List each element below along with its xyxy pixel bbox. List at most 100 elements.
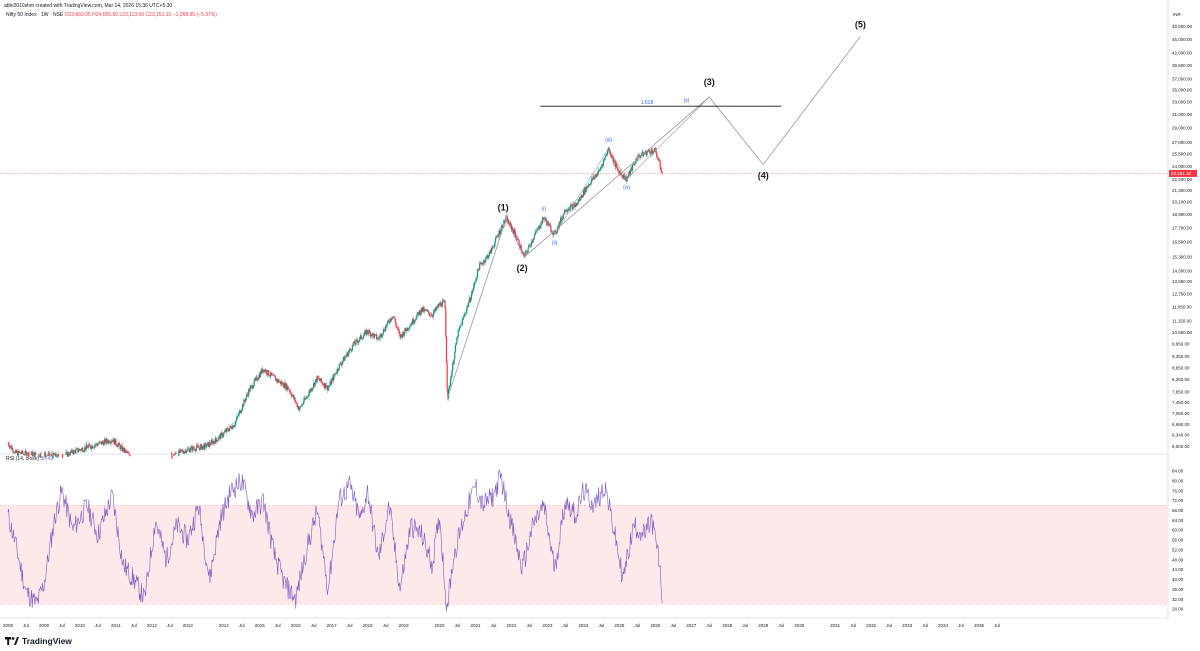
- candle-body: [88, 444, 90, 447]
- candle-body: [248, 389, 250, 392]
- candle-body: [295, 401, 297, 403]
- candle-body: [583, 190, 585, 195]
- candle-body: [257, 379, 259, 381]
- candle-body: [432, 313, 434, 317]
- candle-body: [396, 326, 398, 329]
- candle-body: [349, 348, 351, 351]
- candle-body: [644, 153, 646, 154]
- candle-body: [192, 446, 194, 452]
- tradingview-brand[interactable]: TradingView: [5, 636, 72, 646]
- candle-body: [599, 169, 601, 171]
- candle-body: [309, 390, 311, 392]
- candle-body: [338, 364, 340, 370]
- rsi-tick-label: 32.00: [1172, 597, 1184, 602]
- candle-body: [211, 440, 213, 441]
- rsi-tick-label: 84.00: [1172, 469, 1184, 474]
- rsi-tick-label: 72.00: [1172, 498, 1184, 503]
- symbol-name: Nifty 50 Index · 1W · NSE: [6, 12, 64, 18]
- candle-body: [28, 452, 30, 458]
- candle-body: [565, 211, 567, 212]
- price-tick-label: 8,850.00: [1172, 365, 1190, 370]
- candle-body: [468, 297, 470, 303]
- candle-body: [214, 437, 217, 444]
- price-pane[interactable]: [0, 0, 1169, 619]
- candle-body: [232, 425, 235, 428]
- candle-body: [564, 209, 566, 214]
- rsi-name: RSI (14, close): [6, 456, 40, 462]
- candle-body: [228, 428, 230, 432]
- candle-body: [627, 175, 629, 177]
- candle-body: [503, 220, 506, 223]
- candle-body: [533, 238, 535, 241]
- candle-body: [528, 244, 531, 246]
- wave-label: (2): [517, 263, 528, 273]
- candle-body: [383, 329, 385, 331]
- candle-body: [389, 322, 391, 323]
- candle-body: [410, 323, 412, 326]
- candle-body: [492, 246, 494, 249]
- candle-body: [367, 330, 369, 333]
- candle-body: [183, 452, 185, 454]
- candle-body: [570, 204, 572, 206]
- candle-body: [185, 451, 188, 454]
- candle-body: [219, 435, 221, 437]
- time-tick-label: Jul: [239, 623, 245, 628]
- candle-body: [390, 318, 392, 320]
- candle-body: [590, 181, 592, 185]
- candle-body: [561, 217, 563, 221]
- candle-body: [272, 374, 274, 376]
- candle-body: [237, 415, 239, 417]
- candle-body: [282, 382, 284, 387]
- candle-body: [235, 419, 237, 422]
- candle-body: [243, 399, 246, 401]
- rsi-tick-label: 40.00: [1172, 577, 1184, 582]
- candle-body: [641, 151, 643, 155]
- candle-body: [503, 220, 505, 228]
- candle-body: [405, 328, 407, 331]
- time-axis[interactable]: 2008 Jul 2009 Jul 2010 Jul 2011 Jul 2012 Jul 2013 2…: [3, 623, 1000, 628]
- candle-body: [380, 333, 383, 337]
- candle-body: [491, 247, 493, 249]
- candle-body: [409, 325, 412, 327]
- candle-body: [337, 368, 339, 371]
- candle-body: [607, 150, 609, 155]
- candle-body: [539, 227, 541, 229]
- candle-body: [83, 450, 85, 452]
- rsi-legend: RSI (14, close) 30.43: [6, 456, 53, 462]
- candle-body: [483, 260, 486, 263]
- candle-body: [391, 318, 393, 320]
- rsi-axis[interactable]: 84.00 80.00 76.00 72.00 68.00 64.00 60.00 56.00…: [1172, 469, 1184, 612]
- candle-body: [77, 448, 79, 452]
- candle-body: [617, 168, 619, 171]
- candle-body: [654, 147, 656, 149]
- candle-body: [355, 339, 357, 345]
- time-tick-label: Jul: [958, 623, 964, 628]
- candle-body: [355, 339, 358, 341]
- price-tick-label: 9,350.00: [1172, 354, 1190, 359]
- candle-body: [443, 300, 445, 302]
- time-tick-label: 2024: [578, 623, 589, 628]
- price-axis[interactable]: 48,000.00 45,000.00 42,000.00 39,500.00 37,0…: [1169, 24, 1197, 449]
- candle-body: [427, 310, 429, 312]
- candle-body: [447, 388, 450, 399]
- candle-body: [173, 453, 175, 457]
- candle-body: [107, 440, 109, 443]
- candle-body: [443, 300, 446, 302]
- candle-body: [425, 310, 428, 311]
- candle-body: [305, 397, 307, 399]
- rsi-pane[interactable]: [0, 469, 1168, 612]
- candle-body: [290, 391, 292, 395]
- candle-body: [563, 213, 565, 215]
- candle-body: [496, 236, 498, 238]
- candle-body: [91, 445, 93, 449]
- candle-body: [208, 442, 210, 447]
- candle-body: [234, 421, 237, 426]
- candle-body: [437, 305, 439, 308]
- candle-body: [577, 202, 579, 205]
- candle-body: [104, 439, 106, 441]
- candle-body: [311, 388, 313, 391]
- candle-body: [125, 450, 127, 452]
- price-tick-label: 24,000.00: [1172, 164, 1193, 169]
- candle-body: [459, 326, 461, 328]
